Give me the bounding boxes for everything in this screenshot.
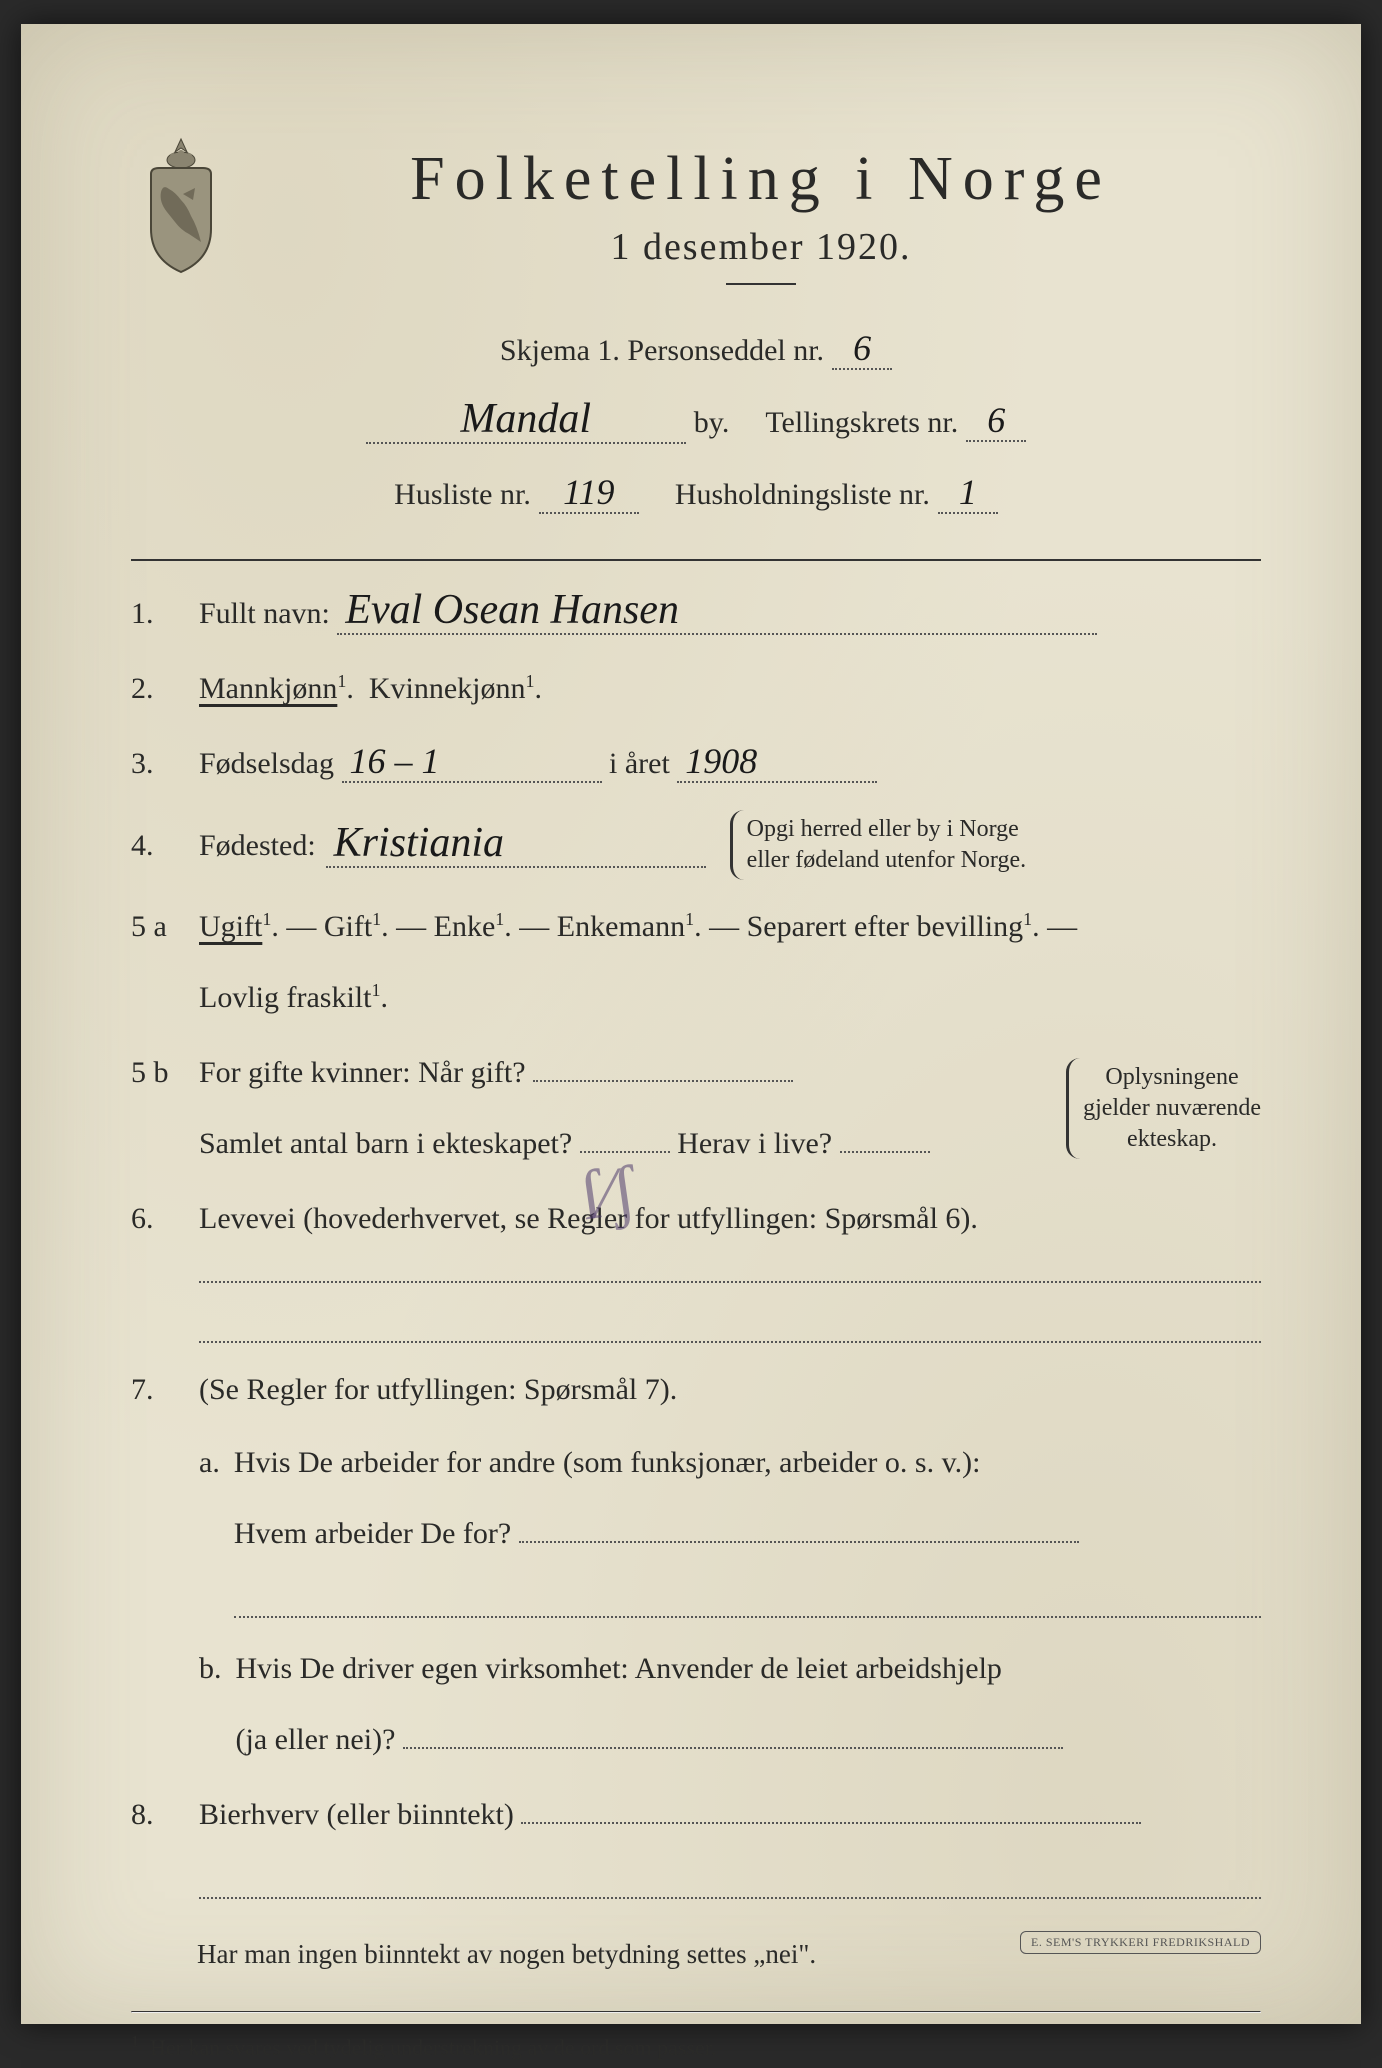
by-label: by. [694,387,730,459]
q6-label: Levevei (hovederhvervet, se Regler for u… [199,1202,978,1235]
q4-label: Fødested: [199,817,316,874]
q3: 3. Fødselsdag 16 – 1 i året 1908 [131,735,1261,792]
q2-kvinne: Kvinnekjønn [369,672,526,705]
q5a-num: 5 a [131,898,181,955]
q7a-l2: Hvem arbeider De for? [234,1517,511,1550]
q5a-fraskilt: Lovlig fraskilt [199,981,371,1014]
q7b-num: b. [199,1640,222,1768]
q5a-enkemann: Enkemann [557,910,685,943]
footnote-text: Her kan svares ved tydelig understreknin… [150,2035,716,2060]
q8-num: 8. [131,1786,181,1843]
q7a-num: a. [199,1434,220,1618]
title-underline [726,283,796,285]
q8-line2 [199,1869,1261,1899]
q7b-l1: Hvis De driver egen virksomhet: Anvender… [236,1652,1002,1685]
divider [131,559,1261,561]
q6-num: 6. [131,1190,181,1247]
q3-mid: i året [609,747,670,780]
q5b: 5 b For gifte kvinner: Når gift? Samlet … [131,1044,1261,1172]
q4: 4. Fødested: Kristiania Opgi herred elle… [131,810,1261,880]
q6-line2 [199,1313,1261,1343]
q1: 1. Fullt navn: Eval Osean Hansen [131,585,1261,642]
header: Folketelling i Norge 1 desember 1920. [131,134,1261,285]
q8: 8. Bierhverv (eller biinntekt) [131,1786,1261,1899]
husholdning-label: Husholdningsliste nr. [675,459,930,531]
q5a-separert: Separert efter bevilling [747,910,1024,943]
q5a: 5 a Ugift1. — Gift1. — Enke1. — Enkemann… [131,898,1261,1026]
q5a-enke: Enke [434,910,496,943]
q1-value: Eval Osean Hansen [337,589,1097,635]
q2-mann: Mannkjønn [199,672,337,705]
q5a-ugift: Ugift [199,910,262,943]
printer-stamp: E. SEM'S TRYKKERI FREDRIKSHALD [1020,1931,1261,1954]
footnote: 1 Her kan svares ved tydelig understrekn… [131,2027,1261,2068]
q7b-value [403,1745,1063,1749]
q5b-num: 5 b [131,1044,181,1101]
meta-block: Skjema 1. Personseddel nr. 6 Mandal by. … [131,315,1261,531]
q5b-l1: For gifte kvinner: Når gift? [199,1056,526,1089]
personseddel-nr: 6 [832,330,892,370]
q5b-when [533,1078,793,1082]
q6-line1 [199,1253,1261,1283]
tellingskrets-nr: 6 [966,402,1026,442]
q2-num: 2. [131,660,181,717]
q7-num: 7. [131,1361,181,1418]
by-name: Mandal [366,398,686,444]
q3-label: Fødselsdag [199,747,334,780]
q8-value [521,1820,1141,1824]
q5b-alive [840,1149,930,1153]
q7: 7. (Se Regler for utfyllingen: Spørsmål … [131,1361,1261,1768]
husholdning-nr: 1 [938,474,998,514]
q3-num: 3. [131,735,181,792]
subtitle: 1 desember 1920. [261,225,1261,269]
main-title: Folketelling i Norge [261,144,1261,215]
footnote-rule [131,2011,1261,2013]
q5b-children [580,1149,670,1153]
q3-day: 16 – 1 [342,743,602,783]
q5b-note: Oplysningene gjelder nuværende ekteskap. [1066,1058,1261,1160]
husliste-nr: 119 [539,474,639,514]
census-form-page: Folketelling i Norge 1 desember 1920. Sk… [21,24,1361,2024]
question-list: 1. Fullt navn: Eval Osean Hansen 2. Mann… [131,585,1261,2068]
q6: 6. Levevei (hovederhvervet, se Regler fo… [131,1190,1261,1343]
q7b-l2: (ja eller nei)? [236,1723,396,1756]
coat-of-arms-icon [131,134,231,274]
q1-num: 1. [131,585,181,642]
q7a-l1: Hvis De arbeider for andre (som funksjon… [234,1446,981,1479]
q1-label: Fullt navn: [199,597,330,630]
q4-note: Opgi herred eller by i Norge eller fødel… [730,810,1026,880]
q8-label: Bierhverv (eller biinntekt) [199,1798,514,1831]
q5b-l2a: Samlet antal barn i ekteskapet? [199,1127,572,1160]
q3-year: 1908 [677,743,877,783]
q4-num: 4. [131,817,181,874]
q7a-value [519,1539,1079,1543]
title-block: Folketelling i Norge 1 desember 1920. [261,134,1261,285]
q5a-gift: Gift [324,910,372,943]
husliste-label: Husliste nr. [394,459,531,531]
tellingskrets-label: Tellingskrets nr. [765,387,958,459]
q7a-line2 [234,1588,1261,1618]
q7-label: (Se Regler for utfyllingen: Spørsmål 7). [199,1373,677,1406]
schema-label: Skjema 1. Personseddel nr. [500,315,824,387]
q2: 2. Mannkjønn1. Kvinnekjønn1. [131,660,1261,717]
q5b-l2b: Herav i live? [677,1127,832,1160]
q4-value: Kristiania [326,822,706,868]
